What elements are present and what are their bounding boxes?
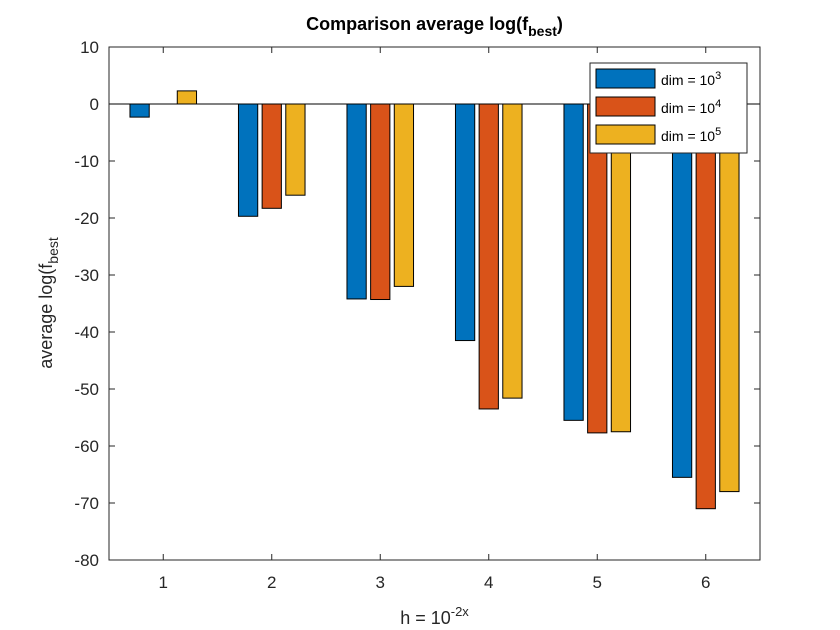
legend-label: dim = 105: [661, 126, 721, 144]
y-tick-label: -40: [74, 323, 99, 342]
bar-series2-cat4: [479, 104, 498, 409]
bar-series1-cat4: [455, 104, 474, 341]
bar-series3-cat6: [720, 104, 739, 492]
bar-series1-cat5: [564, 104, 583, 420]
bar-series2-cat2: [262, 104, 281, 208]
bar-series3-cat2: [286, 104, 305, 195]
y-tick-label: -10: [74, 152, 99, 171]
x-tick-label: 2: [267, 573, 276, 592]
y-tick-label: -30: [74, 266, 99, 285]
bar-series3-cat3: [394, 104, 413, 286]
bar-series1-cat2: [238, 104, 257, 216]
bar-series3-cat1: [177, 91, 196, 104]
bar-series2-cat6: [696, 104, 715, 509]
legend-swatch: [596, 125, 655, 144]
bar-series3-cat4: [503, 104, 522, 398]
x-tick-label: 3: [376, 573, 385, 592]
bar-series1-cat6: [672, 104, 691, 477]
bar-series2-cat3: [371, 104, 390, 300]
x-tick-label: 5: [593, 573, 602, 592]
y-tick-label: -60: [74, 437, 99, 456]
x-tick-label: 6: [701, 573, 710, 592]
bar-series1-cat1: [130, 104, 149, 117]
legend-swatch: [596, 69, 655, 88]
legend-label: dim = 103: [661, 70, 721, 88]
y-tick-label: -50: [74, 380, 99, 399]
legend: dim = 103 dim = 104 dim = 105: [590, 63, 747, 153]
x-tick-label: 4: [484, 573, 493, 592]
y-tick-label: -80: [74, 551, 99, 570]
x-tick-label: 1: [159, 573, 168, 592]
legend-swatch: [596, 97, 655, 116]
y-tick-label: -20: [74, 209, 99, 228]
y-tick-label: 0: [90, 95, 99, 114]
y-tick-label: 10: [80, 38, 99, 57]
y-tick-label: -70: [74, 494, 99, 513]
legend-label: dim = 104: [661, 98, 721, 116]
bar-series1-cat3: [347, 104, 366, 299]
